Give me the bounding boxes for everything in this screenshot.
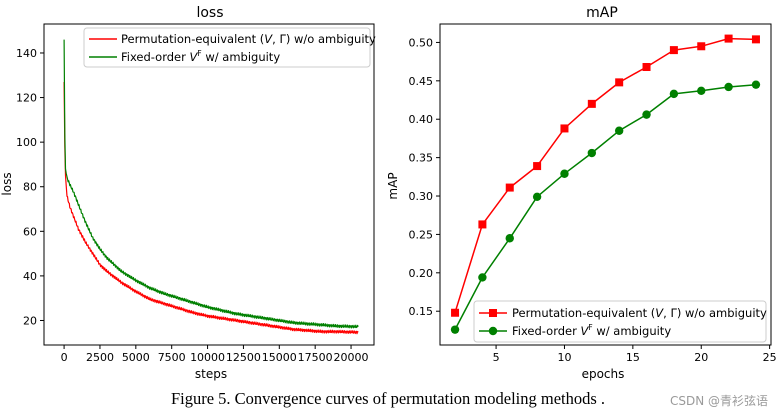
map-data-point [478,220,487,229]
loss-x-tick-label: 2500 [86,351,114,364]
loss-y-tick-label: 100 [16,136,37,149]
map-data-point [642,63,651,72]
map-data-point [587,99,596,108]
map-data-point [478,273,487,282]
map-y-tick-label: 0.30 [409,190,434,203]
map-x-axis-label: epochs [582,367,625,381]
loss-y-tick-label: 80 [23,181,37,194]
map-data-point [560,124,569,133]
loss-plot-frame [43,23,375,346]
map-chart: mAP 5 10 15 20 25 0.15 0.20 0.25 0.30 0.35 0.40 0.4… [386,5,776,381]
map-legend: Permutation-equivalent (V, Γ) w/o ambigu… [473,300,767,343]
map-y-axis-label: mAP [386,172,400,199]
map-data-point [450,325,460,334]
loss-x-tick-label: 0 [61,351,68,364]
loss-x-tick-label: 10000 [190,351,225,364]
map-data-point [724,34,733,43]
map-data-point [642,110,651,119]
loss-x-tick-label: 15000 [262,351,297,364]
map-y-tick-label: 0.25 [409,228,434,241]
map-x-tick-label: 5 [493,351,500,364]
map-x-tick-label: 10 [557,351,571,364]
loss-chart: loss 0 2500 5000 7500 10000 12500 15000 17500 20… [0,5,376,381]
map-y-tick-label: 0.50 [409,36,434,49]
loss-x-tick-label: 20000 [334,351,369,364]
map-data-point [505,183,514,192]
map-y-tick-label: 0.15 [409,305,434,318]
loss-legend: Permutation-equivalent (V, Γ) w/o ambigu… [83,27,376,68]
watermark: CSDN @青衫弦语 [669,394,768,408]
map-data-point [505,234,514,243]
loss-legend-label-1: Permutation-equivalent (V, Γ) w/o ambigu… [121,32,376,46]
loss-y-tick-label: 40 [23,270,37,283]
loss-chart-title: loss [196,5,223,21]
map-y-tick-label: 0.45 [409,75,434,88]
loss-series-line-2 [63,39,359,329]
map-data-point [532,192,542,201]
map-legend-marker-2 [488,326,498,336]
loss-legend-label-2: Fixed-order VF w/ ambiguity [121,49,280,64]
map-legend-marker-1 [489,309,497,317]
map-data-point [533,162,542,171]
map-y-tick-label: 0.40 [409,113,434,126]
loss-y-tick-label: 120 [16,92,37,105]
map-data-point [669,46,678,55]
loss-x-tick-label: 7500 [158,351,186,364]
map-data-point [669,89,679,99]
map-series-line-1 [454,37,757,313]
map-data-point [751,35,760,44]
map-x-tick-label: 15 [626,351,640,364]
loss-y-tick-label: 60 [23,225,37,238]
map-data-point [615,78,624,87]
map-x-tick-label: 20 [694,351,708,364]
loss-x-axis-label: steps [195,367,227,381]
loss-series-line-1 [63,81,359,335]
map-data-point [751,80,761,89]
loss-y-tick-label: 140 [16,47,37,60]
loss-x-tick-label: 12500 [226,351,261,364]
map-data-point [697,42,706,51]
map-series-line-2 [454,83,757,330]
loss-y-tick-label: 20 [23,314,37,327]
map-legend-box [473,300,767,343]
map-y-tick-label: 0.35 [409,152,434,165]
loss-x-tick-label: 5000 [122,351,150,364]
map-data-point [560,169,569,178]
figure-caption: Figure 5. Convergence curves of permutat… [170,389,606,408]
map-x-tick-label: 25 [763,351,776,364]
map-legend-label-2: Fixed-order VF w/ ambiguity [512,323,671,338]
map-legend-label-1: Permutation-equivalent (V, Γ) w/o ambigu… [512,306,767,320]
map-data-point [724,82,733,92]
map-data-point [614,126,624,135]
map-data-point [451,308,460,317]
map-data-point [697,86,706,96]
loss-legend-box [83,27,371,68]
map-plot-frame [439,23,772,346]
map-y-tick-label: 0.20 [409,267,434,280]
loss-x-tick-label: 17500 [298,351,333,364]
map-data-point [587,148,597,158]
loss-y-axis-label: loss [0,172,14,195]
map-chart-title: mAP [586,5,618,21]
